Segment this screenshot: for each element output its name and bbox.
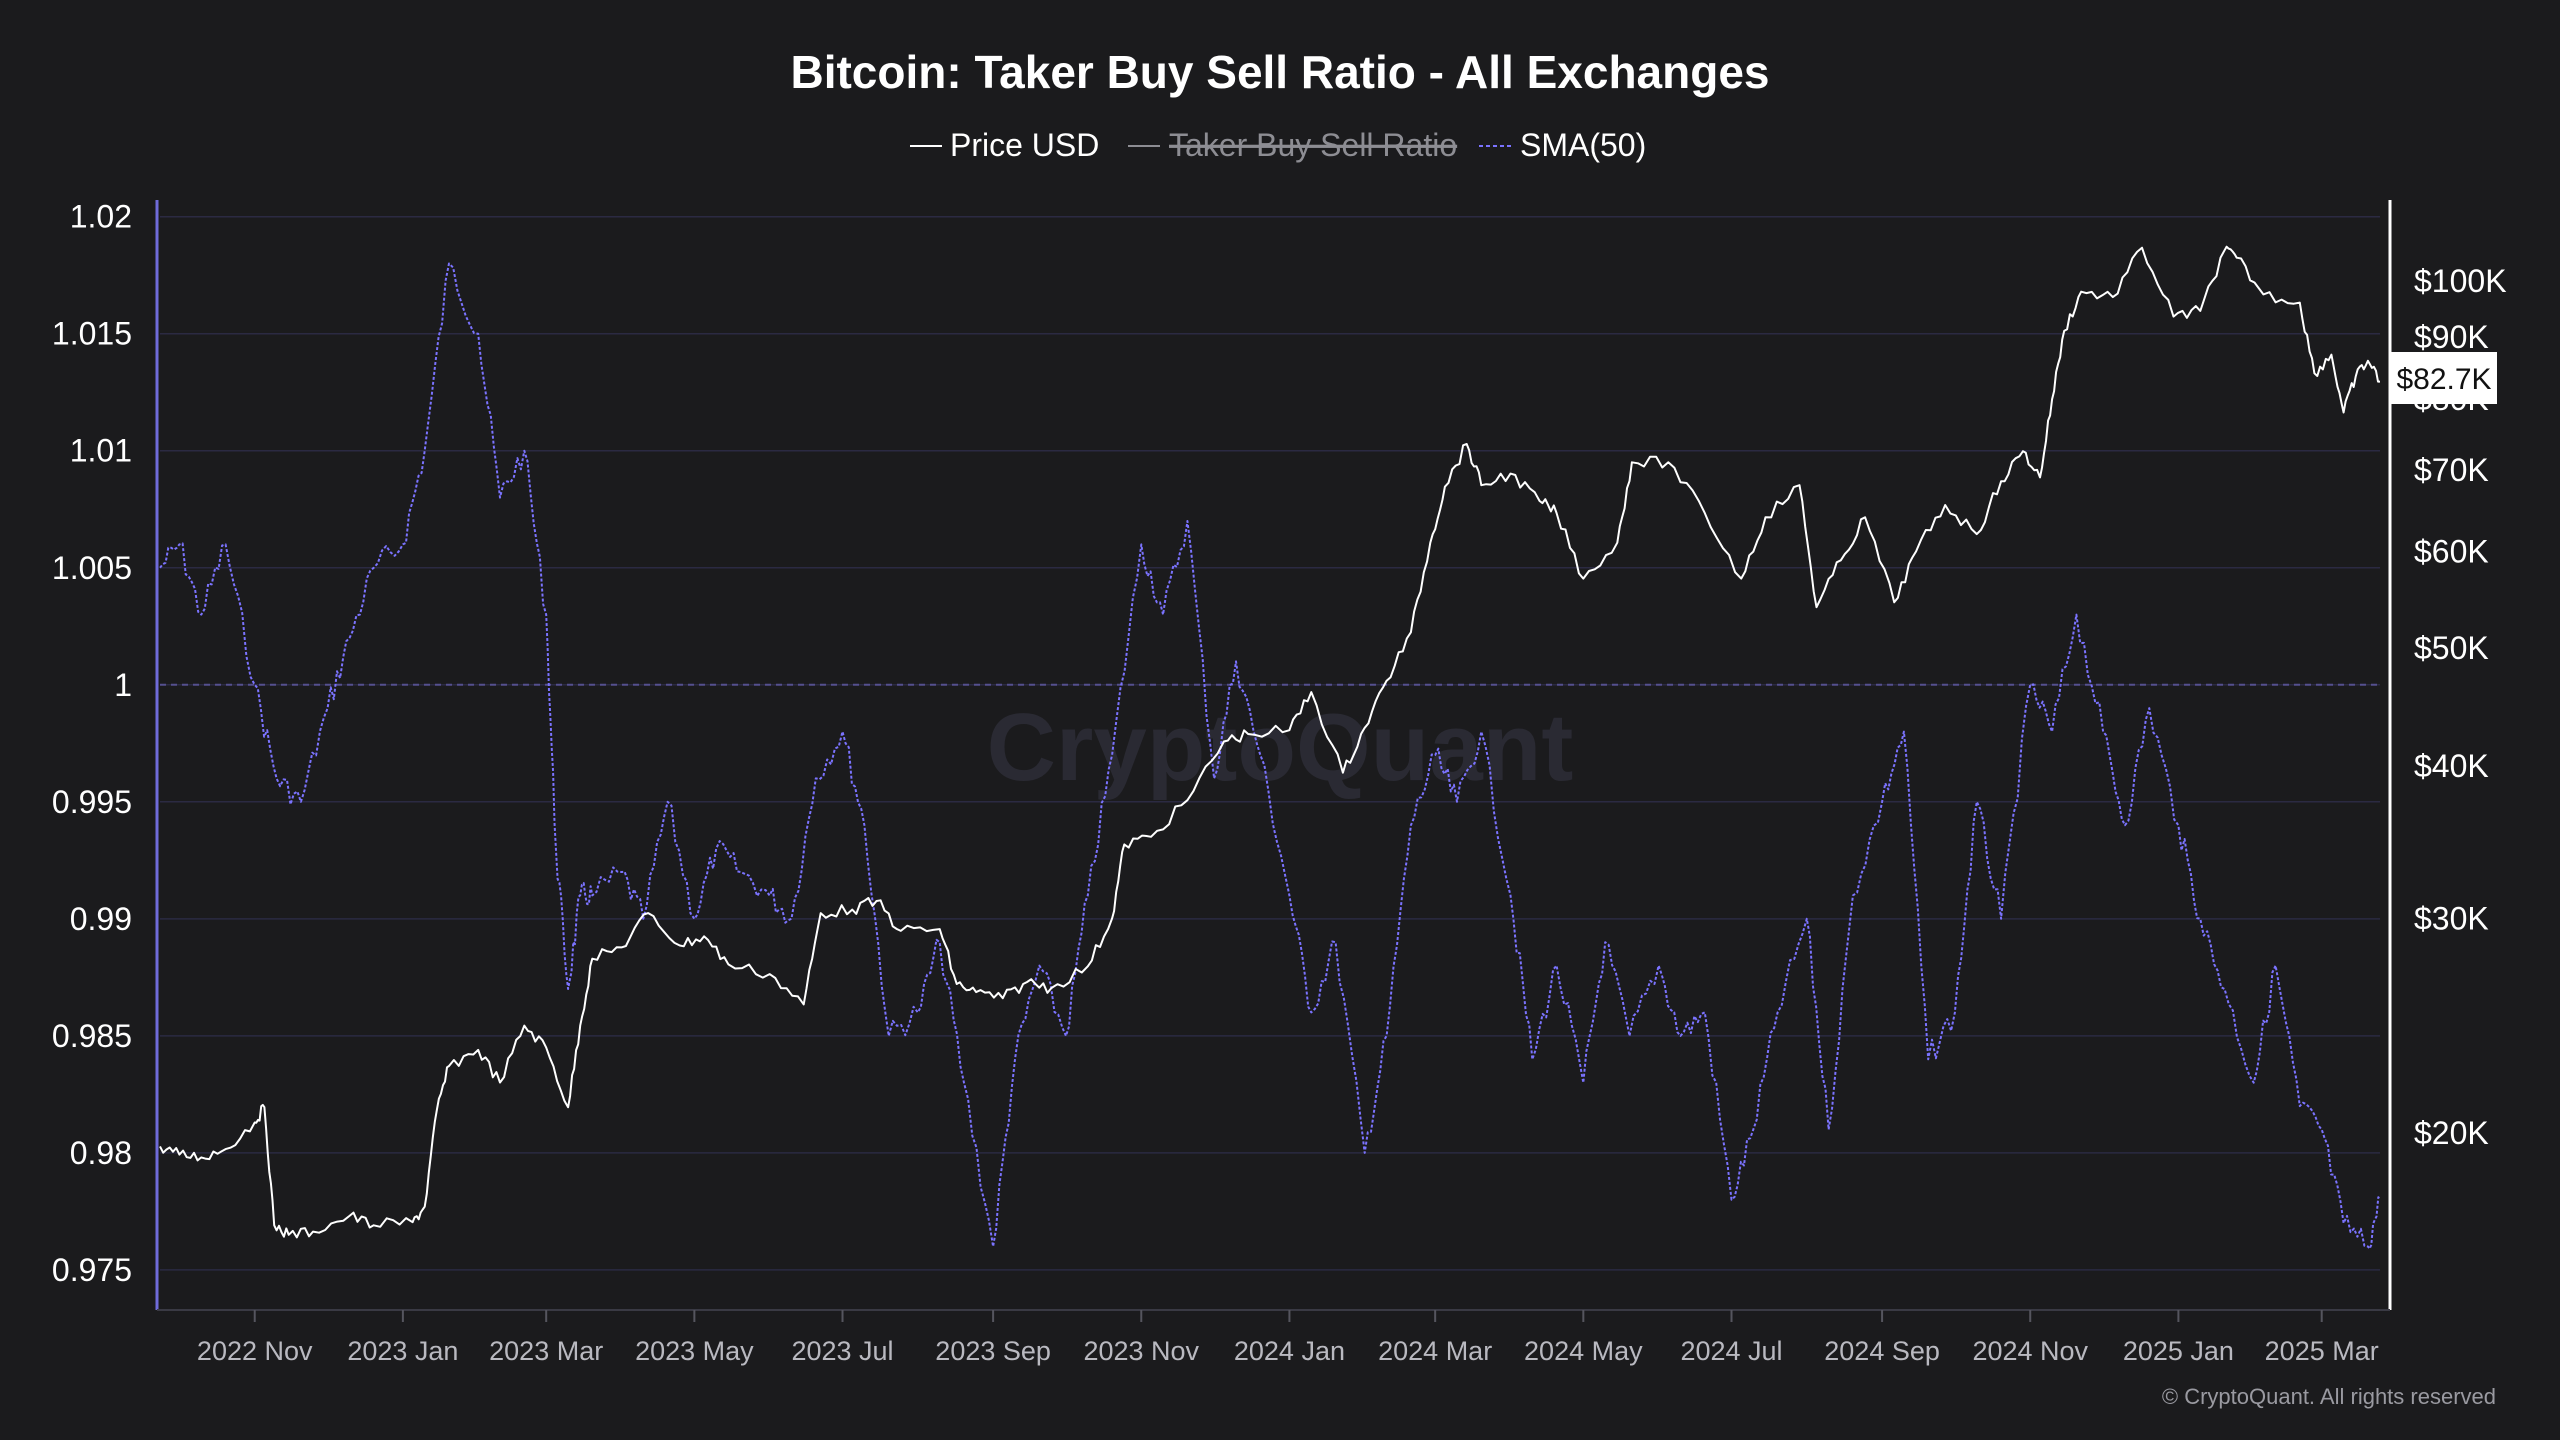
series-line-sma50 xyxy=(159,262,2381,1250)
x-tick-label: 2024 Mar xyxy=(1378,1336,1492,1366)
left-tick-label: 1.02 xyxy=(70,199,132,235)
x-tick-label: 2023 Nov xyxy=(1083,1336,1199,1366)
right-tick-label: $70K xyxy=(2414,452,2489,488)
current-price-badge: $82.7K xyxy=(2391,352,2497,404)
legend-item-price[interactable]: Price USD xyxy=(910,127,1099,163)
right-tick-label: $90K xyxy=(2414,319,2489,355)
left-tick-label: 1.015 xyxy=(52,316,132,352)
left-tick-label: 1.01 xyxy=(70,433,132,469)
left-tick-label: 0.995 xyxy=(52,784,132,820)
x-tick-label: 2024 Jan xyxy=(1234,1336,1345,1366)
left-tick-label: 0.985 xyxy=(52,1018,132,1054)
left-tick-label: 1.005 xyxy=(52,550,132,586)
x-axis-ticks: 2022 Nov 2023 Jan 2023 Mar 2023 May 2023 Jul… xyxy=(197,1310,2379,1366)
left-tick-label: 0.98 xyxy=(70,1135,132,1171)
x-tick-label: 2023 Sep xyxy=(935,1336,1051,1366)
left-tick-label: 0.99 xyxy=(70,901,132,937)
x-tick-label: 2022 Nov xyxy=(197,1336,313,1366)
left-tick-label: 1 xyxy=(114,667,132,703)
x-tick-label: 2025 Jan xyxy=(2123,1336,2234,1366)
legend-label-price: Price USD xyxy=(950,127,1099,163)
series-layer xyxy=(159,245,2381,1250)
right-tick-label: $40K xyxy=(2414,748,2489,784)
chart-title: Bitcoin: Taker Buy Sell Ratio - All Exch… xyxy=(790,46,1769,98)
x-tick-label: 2025 Mar xyxy=(2265,1336,2379,1366)
left-axis-ticks: 1.02 1.015 1.01 1.005 1 0.995 0.99 0.985 0.98 0.9… xyxy=(52,199,132,1288)
current-price-badge-bg xyxy=(2391,352,2497,404)
current-price-badge-label: $82.7K xyxy=(2396,363,2491,396)
x-tick-label: 2023 Jul xyxy=(791,1336,893,1366)
right-tick-label: $60K xyxy=(2414,533,2489,569)
legend: Price USD Taker Buy Sell Ratio SMA(50) xyxy=(910,127,1646,163)
right-tick-label: $50K xyxy=(2414,630,2489,666)
x-tick-label: 2023 Mar xyxy=(489,1336,603,1366)
watermark: CryptoQuant xyxy=(987,694,1574,801)
series-line-price-usd xyxy=(159,245,2380,1239)
right-tick-label: $100K xyxy=(2414,263,2507,299)
x-tick-label: 2024 May xyxy=(1524,1336,1643,1366)
x-tick-label: 2024 Sep xyxy=(1824,1336,1940,1366)
legend-label-sma: SMA(50) xyxy=(1520,127,1646,163)
legend-item-sma[interactable]: SMA(50) xyxy=(1479,127,1646,163)
left-tick-label: 0.975 xyxy=(52,1252,132,1288)
x-tick-label: 2024 Nov xyxy=(1972,1336,2088,1366)
right-axis-ticks: $100K$90K$80K$70K$60K$50K$40K$30K$20K xyxy=(2414,263,2507,1151)
x-tick-label: 2023 May xyxy=(635,1336,754,1366)
right-tick-label: $20K xyxy=(2414,1115,2489,1151)
copyright: © CryptoQuant. All rights reserved xyxy=(2162,1384,2496,1409)
legend-item-taker-ratio[interactable]: Taker Buy Sell Ratio xyxy=(1128,127,1457,163)
x-tick-label: 2024 Jul xyxy=(1680,1336,1782,1366)
right-tick-label: $30K xyxy=(2414,900,2489,936)
x-tick-label: 2023 Jan xyxy=(347,1336,458,1366)
legend-label-taker-ratio: Taker Buy Sell Ratio xyxy=(1169,127,1457,163)
